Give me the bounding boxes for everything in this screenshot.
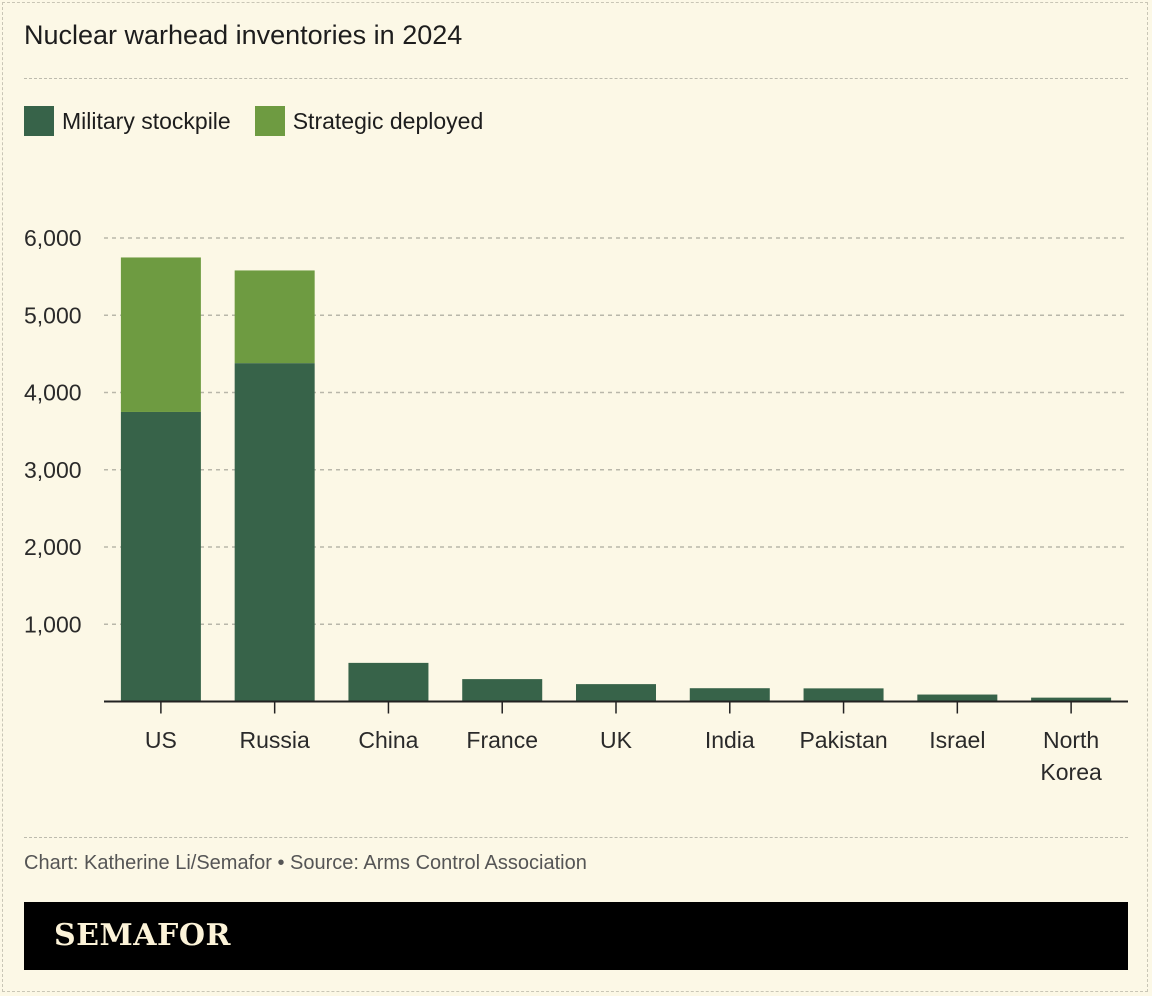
bottom-divider: [24, 837, 1128, 838]
y-tick-label: 3,000: [24, 457, 82, 483]
y-tick-label: 1,000: [24, 611, 82, 637]
x-tick-label: Korea: [1040, 759, 1102, 785]
x-tick-label: Russia: [240, 727, 311, 753]
bar-strategic-deployed: [120, 257, 201, 412]
bar-military-stockpile: [689, 688, 770, 702]
legend-item-strategic-deployed: Strategic deployed: [254, 106, 484, 136]
bar-military-stockpile: [576, 684, 656, 702]
x-tick-label: UK: [600, 727, 633, 753]
source-credit: Chart: Katherine Li/Semafor • Source: Ar…: [24, 852, 587, 874]
x-tick-label: Pakistan: [799, 727, 887, 753]
chart-title: Nuclear warhead inventories in 2024: [24, 20, 463, 50]
x-tick-label: India: [705, 727, 755, 753]
legend-item-military-stockpile: Military stockpile: [24, 106, 231, 136]
bar-military-stockpile: [803, 688, 884, 702]
y-tick-label: 6,000: [24, 225, 82, 251]
top-divider: [24, 78, 1128, 79]
bar-military-stockpile: [234, 363, 315, 702]
legend-swatch-military-stockpile: [24, 106, 54, 136]
legend-label-strategic-deployed: Strategic deployed: [292, 107, 484, 134]
footer-bar: SEMAFOR: [24, 902, 1128, 970]
bar-military-stockpile: [1031, 697, 1112, 702]
bar-military-stockpile: [917, 694, 998, 702]
y-tick-label: 4,000: [24, 380, 82, 406]
x-tick-label: China: [358, 727, 418, 753]
y-tick-label: 5,000: [24, 302, 82, 328]
bar-military-stockpile: [348, 662, 429, 702]
legend: Military stockpile Strategic deployed: [24, 104, 507, 138]
bar-strategic-deployed: [234, 270, 315, 364]
legend-label-military-stockpile: Military stockpile: [62, 107, 231, 134]
bar-military-stockpile: [120, 411, 201, 702]
bar-military-stockpile: [462, 679, 543, 702]
x-tick-label: US: [145, 727, 177, 753]
y-tick-label: 2,000: [24, 534, 82, 560]
x-tick-label: North: [1043, 727, 1099, 753]
semafor-logo: SEMAFOR: [54, 918, 231, 953]
x-tick-label: Israel: [929, 727, 985, 753]
legend-swatch-strategic-deployed: [254, 106, 285, 136]
bar-chart: 1,000 2,000 3,000 4,000 5,000 6,000 US Russia Ch…: [24, 225, 1128, 785]
x-tick-label: France: [466, 727, 538, 753]
